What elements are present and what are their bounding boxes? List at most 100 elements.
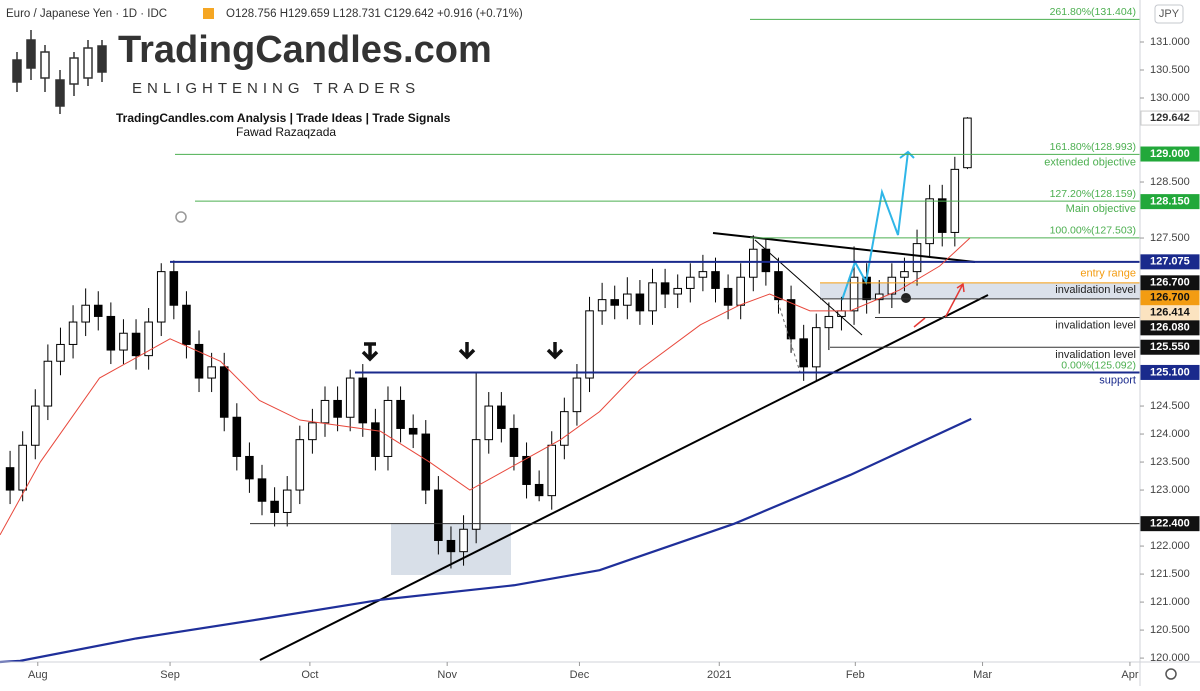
tagline: ENLIGHTENING TRADERS — [132, 80, 420, 97]
alarm-icon — [175, 211, 187, 223]
candle-body — [257, 478, 267, 502]
logo-candle — [83, 47, 93, 79]
currency-button[interactable] — [1154, 4, 1184, 24]
candle-body — [824, 315, 834, 329]
candle-body — [811, 327, 821, 368]
fib-label: 127.20%(128.159) — [1050, 188, 1136, 200]
candle-body — [660, 282, 670, 295]
logo-icon — [12, 30, 107, 114]
x-tick-label: Apr — [1121, 669, 1138, 681]
x-tick-label: Nov — [437, 669, 457, 681]
price-badge-label: 127.075 — [1150, 256, 1190, 268]
candle-body — [207, 366, 216, 379]
candle-body — [786, 299, 796, 340]
candle-body — [774, 271, 783, 301]
candle-body — [597, 299, 607, 312]
settings-button[interactable] — [1165, 668, 1177, 680]
candle-body — [711, 271, 720, 289]
currency: JPY — [1159, 8, 1180, 20]
logo-candle — [55, 79, 65, 107]
candle-body — [837, 310, 846, 317]
y-tick-label: 122.000 — [1150, 540, 1190, 552]
price-badge — [1140, 146, 1200, 162]
y-tick-label: 120.500 — [1150, 624, 1190, 636]
candle-body — [219, 366, 229, 418]
brand: TradingCandles.com — [118, 29, 492, 71]
candle-body — [736, 276, 745, 306]
candle-body — [471, 439, 481, 530]
x-tick-label: Aug — [28, 669, 48, 681]
candle-body — [308, 422, 317, 441]
price-badge-label: 129.000 — [1150, 148, 1190, 160]
level-note: invalidation level — [1055, 284, 1136, 296]
down-arrows — [361, 342, 564, 362]
candle-body — [182, 304, 191, 345]
candle-body — [5, 467, 15, 491]
down-arrow — [458, 342, 476, 360]
fib-label: 261.80%(131.404) — [1050, 6, 1136, 18]
level-note: entry range — [1080, 268, 1136, 280]
candle-body — [560, 411, 569, 446]
candle-body — [509, 427, 519, 457]
candle-body — [623, 293, 632, 306]
y-tick-label: 127.500 — [1150, 232, 1190, 244]
symbol-flag — [203, 8, 214, 19]
dashed-line — [777, 301, 801, 373]
candle-body — [421, 433, 431, 491]
price-badge — [1140, 254, 1200, 270]
candle-body — [585, 310, 594, 379]
price-badge — [1140, 275, 1200, 291]
price-badge — [1140, 364, 1200, 380]
logo-candle — [26, 39, 36, 69]
y-tick-label: 131.000 — [1150, 36, 1190, 48]
candle-body — [547, 444, 557, 497]
price-badge — [1140, 194, 1200, 210]
candle-body — [131, 332, 141, 357]
symbol-title: Euro / Japanese Yen · 1D · IDC — [6, 8, 167, 20]
candle-body — [723, 287, 733, 306]
candle-body — [194, 343, 204, 379]
ohlc-readout: O128.756 H129.659 L128.731 C129.642 +0.9… — [226, 8, 523, 20]
logo-candle — [69, 57, 79, 85]
candle-body — [648, 282, 657, 312]
candle-body — [245, 455, 254, 480]
price-badge — [1140, 339, 1200, 355]
price-badge — [1140, 305, 1200, 321]
candle-body — [925, 198, 934, 245]
candle-body — [30, 405, 40, 446]
candle-body — [56, 343, 65, 362]
price-badge-label: 129.642 — [1150, 112, 1190, 124]
level-note: extended objective — [1044, 156, 1136, 168]
candle-body — [887, 276, 897, 295]
candle-body — [799, 338, 808, 368]
candle-body — [156, 271, 166, 323]
candle-body — [383, 399, 393, 457]
indicator-lines — [0, 237, 972, 664]
candle-body — [408, 427, 418, 435]
logo-candle — [12, 59, 22, 83]
fib-label: 0.00%(125.092) — [1061, 360, 1136, 372]
candle-body — [673, 287, 682, 295]
price-badge — [1140, 290, 1200, 306]
candle-body — [534, 483, 544, 497]
candle-body — [635, 293, 645, 312]
candle-body — [371, 422, 380, 457]
candle-body — [849, 276, 859, 312]
candle-body — [270, 500, 279, 513]
level-note: support — [1099, 374, 1136, 386]
candle-body — [169, 271, 179, 306]
candle-body — [912, 243, 922, 273]
y-tick-label: 130.500 — [1150, 64, 1190, 76]
level-note: invalidation level — [1055, 319, 1136, 331]
candle-body — [698, 271, 708, 278]
level-note: invalidation level — [1055, 349, 1136, 361]
down-arrow — [361, 342, 379, 362]
price-badge-label: 125.100 — [1150, 366, 1190, 378]
x-tick-label: Mar — [973, 669, 992, 681]
moving-average — [0, 417, 972, 664]
down-arrow — [546, 342, 564, 360]
logo-candle — [40, 51, 50, 79]
candle-body — [434, 489, 443, 541]
